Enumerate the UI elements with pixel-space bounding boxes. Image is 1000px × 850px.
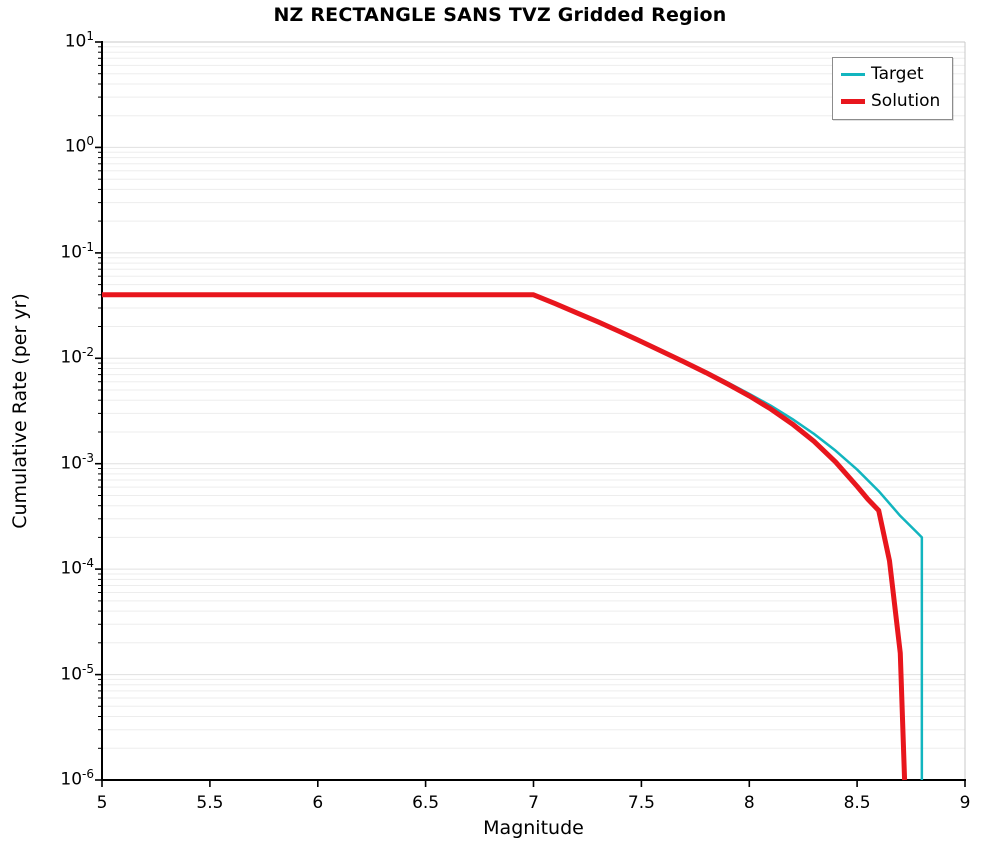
x-tick-label: 8 [744, 793, 755, 813]
y-tick-label: 100 [64, 134, 94, 158]
legend: Target Solution [832, 57, 954, 120]
x-tick-label: 6.5 [412, 793, 439, 813]
target-line-sample [841, 72, 865, 76]
legend-label-target: Target [871, 64, 924, 84]
y-tick-label: 10-4 [60, 556, 94, 579]
chart-title: NZ RECTANGLE SANS TVZ Gridded Region [273, 4, 727, 26]
y-tick-label: 10-2 [60, 345, 94, 368]
x-tick-label: 7 [528, 793, 539, 813]
y-tick-label: 10-1 [60, 239, 94, 263]
y-tick-label: 101 [64, 29, 94, 52]
series-line-solution [102, 292, 908, 781]
solution-line-sample [841, 98, 865, 104]
x-tick-label: 7.5 [628, 793, 655, 813]
x-tick-label: 5 [97, 793, 108, 813]
y-tick-label: 10-6 [60, 767, 94, 790]
x-axis-label: Magnitude [483, 817, 584, 839]
legend-label-solution: Solution [871, 91, 941, 111]
x-tick-label: 8.5 [844, 793, 871, 813]
x-tick-label: 9 [960, 793, 971, 813]
x-tick-label: 5.5 [196, 793, 223, 813]
legend-entry-solution: Solution [841, 91, 940, 111]
legend-entry-target: Target [841, 64, 940, 84]
y-axis-label: Cumulative Rate (per yr) [9, 293, 31, 529]
y-tick-label: 10-3 [60, 450, 94, 474]
x-tick-label: 6 [312, 793, 323, 813]
y-tick-label: 10-5 [60, 661, 94, 685]
